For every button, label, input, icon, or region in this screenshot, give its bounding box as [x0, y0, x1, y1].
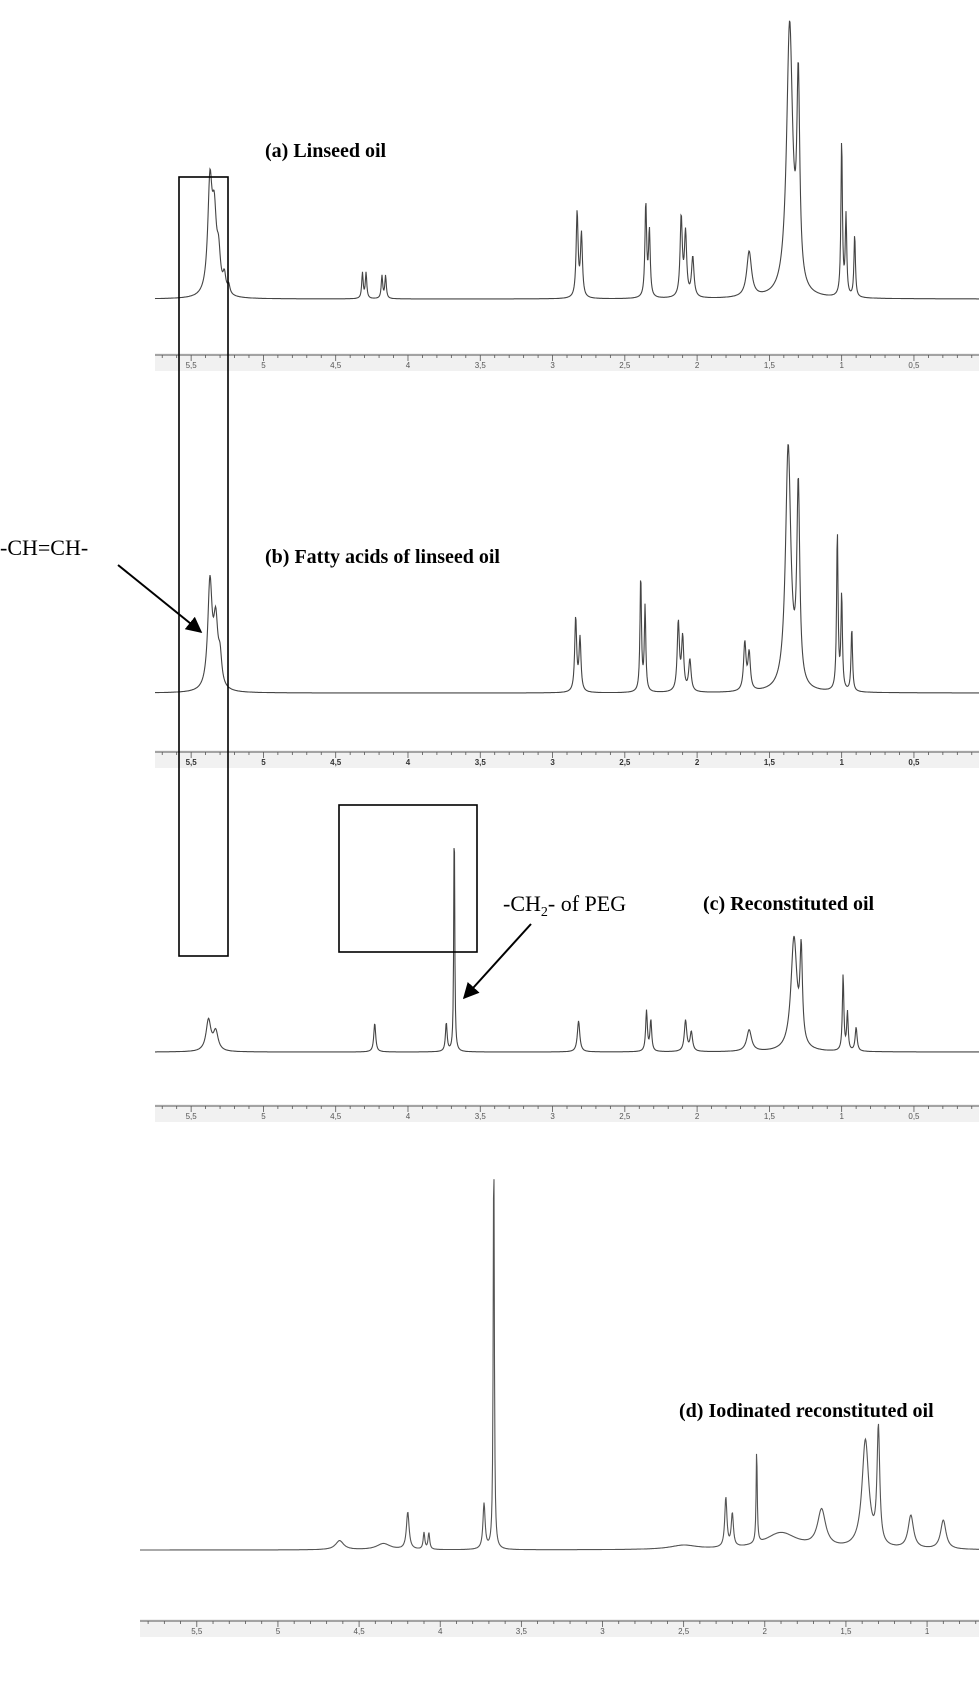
- spectrum-b-trace: [155, 444, 979, 694]
- tick-label: 3: [550, 361, 555, 370]
- tick-label: 0,5: [908, 361, 920, 370]
- spectrum-a: 5,5 5 4,5 4 3,5 3 2,5 2 1,5 1 0,5 (a) Linseed oil: [154, 20, 979, 371]
- peg-label-suffix: - of PEG: [548, 891, 626, 916]
- tick-label: 0,5: [908, 758, 920, 767]
- peg-highlight-box: [338, 804, 478, 953]
- tick-label: 5: [261, 1112, 266, 1121]
- spectrum-b-title: (b) Fatty acids of linseed oil: [265, 546, 500, 568]
- spectrum-a-axis: 5,5 5 4,5 4 3,5 3 2,5 2 1,5 1 0,5: [155, 353, 979, 371]
- tick-label: 3,5: [516, 1627, 528, 1636]
- axis-strip: [155, 353, 979, 371]
- tick-label: 1: [839, 361, 844, 370]
- axis-strip: [155, 1104, 979, 1122]
- tick-label: 5: [261, 361, 266, 370]
- peg-arrow: [462, 923, 532, 1000]
- tick-label: 3,5: [475, 361, 487, 370]
- tick-label: 3,5: [475, 758, 487, 767]
- tick-label: 1,5: [764, 758, 776, 767]
- tick-label: 2: [695, 1112, 700, 1121]
- spectrum-c: 5,5 5 4,5 4 3,5 3 2,5 2 1,5 1 0,5 (c) Reconstitute…: [155, 848, 979, 1122]
- tick-label: 3,5: [475, 1112, 487, 1121]
- tick-label: 3: [600, 1627, 605, 1636]
- tick-label: 4,5: [330, 361, 342, 370]
- axis-strip: [155, 750, 979, 768]
- tick-label: 4,5: [330, 758, 342, 767]
- tick-label: 2: [763, 1627, 768, 1636]
- tick-label: 5,5: [186, 361, 198, 370]
- double-bond-label: -CH=CH-: [0, 535, 88, 560]
- tick-label: 2: [695, 361, 700, 370]
- tick-label: 4,5: [330, 1112, 342, 1121]
- tick-label: 1,5: [764, 361, 776, 370]
- spectrum-b: 5,5 5 4,5 4 3,5 3 2,5 2 1,5 1 0,5 (b) Fatty acids …: [155, 444, 979, 768]
- tick-label: 5: [261, 758, 266, 767]
- tick-label: 2,5: [678, 1627, 690, 1636]
- spectrum-b-axis: 5,5 5 4,5 4 3,5 3 2,5 2 1,5 1 0,5: [155, 750, 979, 768]
- tick-label: 1: [839, 1112, 844, 1121]
- tick-label: 3: [550, 758, 555, 767]
- tick-label: 1,5: [840, 1627, 852, 1636]
- tick-label: 5,5: [186, 758, 198, 767]
- tick-label: 2,5: [619, 1112, 631, 1121]
- tick-label: 2: [695, 758, 700, 767]
- tick-label: 5: [276, 1627, 281, 1636]
- tick-label: 1: [925, 1627, 930, 1636]
- tick-label: 4: [406, 1112, 411, 1121]
- spectrum-a-title: (a) Linseed oil: [265, 140, 387, 162]
- double-bond-highlight-box: [178, 176, 229, 957]
- tick-label: 4: [406, 361, 411, 370]
- peg-label-subscript: 2: [541, 905, 548, 920]
- tick-label: 2,5: [619, 758, 631, 767]
- tick-label: 5,5: [191, 1627, 203, 1636]
- spectrum-d-trace: [140, 1179, 979, 1551]
- tick-label: 4,5: [354, 1627, 366, 1636]
- tick-label: 4: [406, 758, 411, 767]
- peg-label: -CH2- of PEG: [503, 891, 626, 920]
- tick-label: 1,5: [764, 1112, 776, 1121]
- tick-label: 2,5: [619, 361, 631, 370]
- tick-label: 4: [438, 1627, 443, 1636]
- tick-label: 0,5: [908, 1112, 920, 1121]
- tick-label: 1: [839, 758, 844, 767]
- spectrum-c-title: (c) Reconstituted oil: [703, 893, 875, 915]
- spectrum-d-title: (d) Iodinated reconstituted oil: [679, 1400, 934, 1422]
- axis-strip: [140, 1619, 979, 1637]
- spectrum-c-axis: 5,5 5 4,5 4 3,5 3 2,5 2 1,5 1 0,5: [155, 1104, 979, 1122]
- spectrum-c-trace: [155, 848, 979, 1053]
- spectrum-d-axis: 5,5 5 4,5 4 3,5 3 2,5 2 1,5 1: [140, 1619, 979, 1637]
- tick-label: 3: [550, 1112, 555, 1121]
- spectrum-d: 5,5 5 4,5 4 3,5 3 2,5 2 1,5 1 (d) Iodinated recon…: [140, 1179, 979, 1637]
- tick-label: 5,5: [186, 1112, 198, 1121]
- peg-label-prefix: -CH: [503, 891, 541, 916]
- double-bond-arrow: [117, 564, 203, 634]
- spectrum-a-trace: [154, 20, 979, 300]
